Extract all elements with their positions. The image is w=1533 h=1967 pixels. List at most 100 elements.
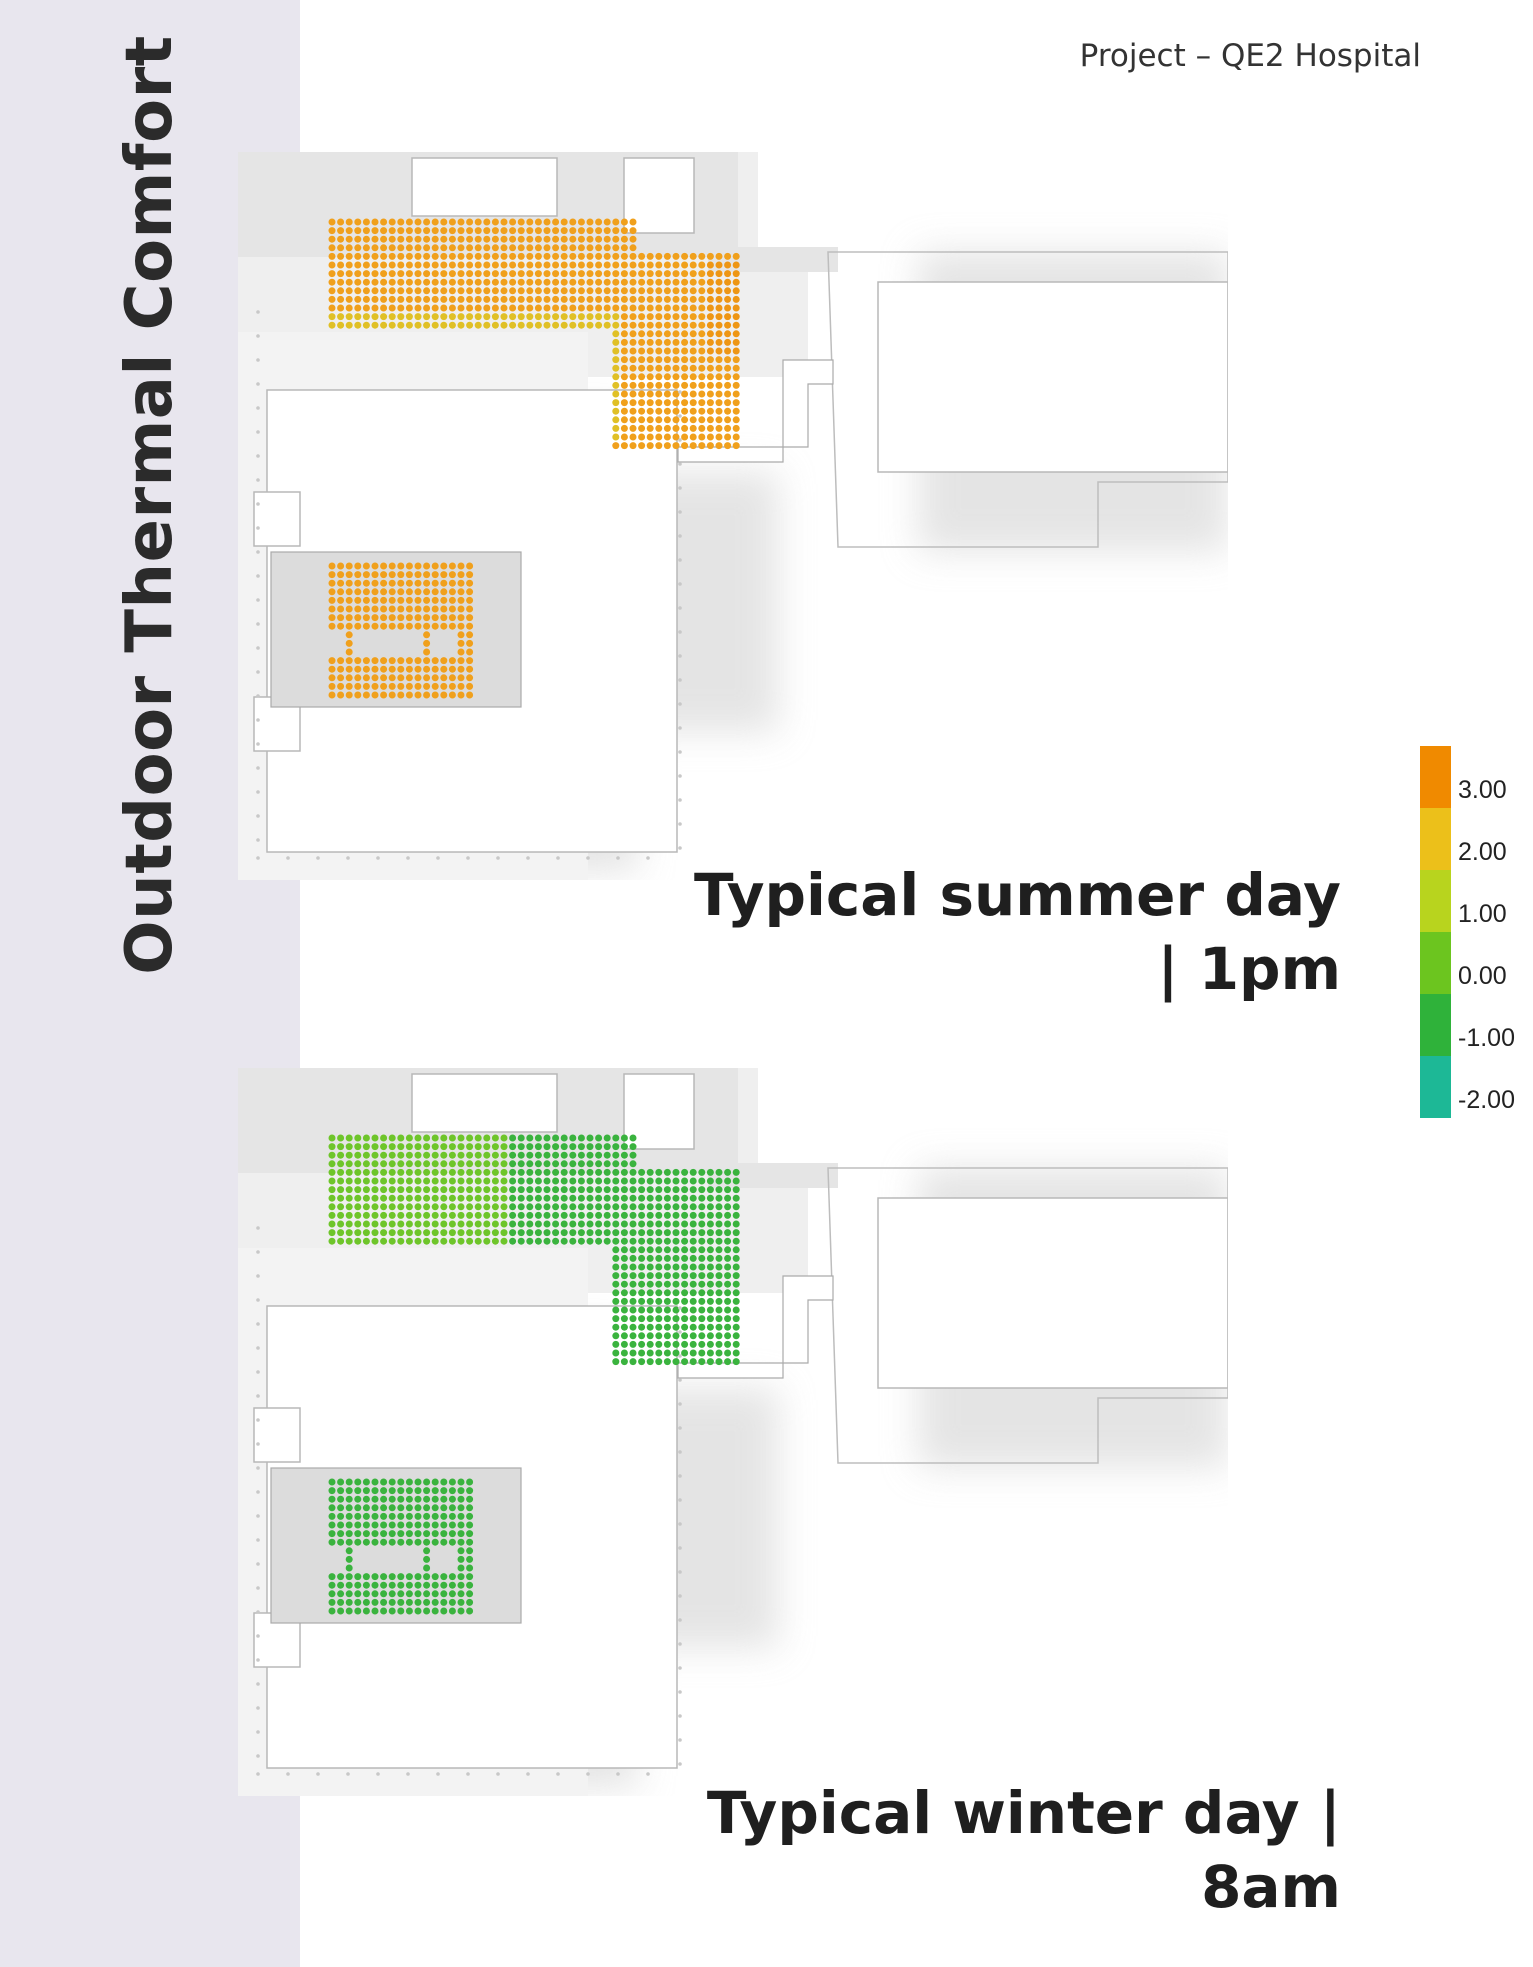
comfort-point xyxy=(543,295,551,303)
stair-core-1 xyxy=(253,1407,301,1463)
comfort-point xyxy=(457,631,465,639)
comfort-point xyxy=(509,270,517,278)
comfort-point xyxy=(423,1151,431,1159)
comfort-point xyxy=(698,321,706,329)
comfort-point xyxy=(612,270,620,278)
comfort-point xyxy=(371,1512,379,1520)
comfort-point xyxy=(706,1297,714,1305)
comfort-point xyxy=(457,235,465,243)
comfort-point xyxy=(457,1186,465,1194)
comfort-point xyxy=(388,1512,396,1520)
comfort-point xyxy=(560,218,568,226)
comfort-point xyxy=(397,304,405,312)
comfort-point xyxy=(448,682,456,690)
comfort-point xyxy=(517,1151,525,1159)
comfort-point xyxy=(698,1168,706,1176)
comfort-point xyxy=(457,244,465,252)
comfort-point xyxy=(466,614,474,622)
comfort-point xyxy=(681,364,689,372)
comfort-point xyxy=(715,304,723,312)
comfort-point xyxy=(629,1211,637,1219)
comfort-point xyxy=(474,1203,482,1211)
comfort-point xyxy=(646,1332,654,1340)
comfort-point xyxy=(414,1134,422,1142)
comfort-point xyxy=(646,1297,654,1305)
comfort-point xyxy=(397,1607,405,1615)
comfort-point xyxy=(397,1211,405,1219)
comfort-point xyxy=(681,1272,689,1280)
comfort-point xyxy=(577,218,585,226)
comfort-point xyxy=(672,390,680,398)
comfort-legend: 3.00 2.00 1.00 0.00 -1.00 -2.00 xyxy=(1420,746,1530,1118)
comfort-point xyxy=(500,1168,508,1176)
comfort-point xyxy=(681,1306,689,1314)
comfort-point xyxy=(681,1237,689,1245)
comfort-point xyxy=(646,321,654,329)
comfort-point xyxy=(698,1323,706,1331)
comfort-point xyxy=(440,657,448,665)
comfort-point xyxy=(629,1272,637,1280)
comfort-point xyxy=(380,1495,388,1503)
comfort-point xyxy=(552,321,560,329)
comfort-point xyxy=(345,1237,353,1245)
comfort-point xyxy=(620,1280,628,1288)
comfort-point xyxy=(629,244,637,252)
comfort-point xyxy=(354,1203,362,1211)
comfort-point xyxy=(345,691,353,699)
comfort-point xyxy=(337,588,345,596)
comfort-point xyxy=(715,347,723,355)
comfort-point xyxy=(732,364,740,372)
comfort-point xyxy=(328,1504,336,1512)
comfort-point xyxy=(577,295,585,303)
comfort-point xyxy=(448,304,456,312)
comfort-point xyxy=(423,244,431,252)
comfort-point xyxy=(466,1177,474,1185)
comfort-point xyxy=(414,691,422,699)
comfort-point xyxy=(698,1349,706,1357)
comfort-point xyxy=(612,1254,620,1262)
comfort-point xyxy=(448,1211,456,1219)
comfort-point xyxy=(466,1512,474,1520)
comfort-point xyxy=(629,399,637,407)
comfort-point xyxy=(466,571,474,579)
comfort-point xyxy=(681,1186,689,1194)
comfort-point xyxy=(371,1211,379,1219)
comfort-point xyxy=(388,1504,396,1512)
comfort-point xyxy=(629,433,637,441)
comfort-point xyxy=(715,381,723,389)
comfort-point xyxy=(474,1151,482,1159)
comfort-point xyxy=(586,1186,594,1194)
comfort-point xyxy=(620,218,628,226)
comfort-point xyxy=(672,304,680,312)
comfort-point xyxy=(534,270,542,278)
comfort-point xyxy=(706,1349,714,1357)
comfort-point xyxy=(388,1598,396,1606)
comfort-point xyxy=(715,1358,723,1366)
comfort-point xyxy=(526,1151,534,1159)
comfort-point xyxy=(431,1504,439,1512)
comfort-point xyxy=(681,1315,689,1323)
comfort-point xyxy=(380,1581,388,1589)
comfort-point xyxy=(672,356,680,364)
comfort-point xyxy=(448,1504,456,1512)
comfort-point xyxy=(672,416,680,424)
comfort-point xyxy=(483,278,491,286)
comfort-point xyxy=(328,218,336,226)
comfort-point xyxy=(715,407,723,415)
comfort-point xyxy=(388,1590,396,1598)
comfort-point xyxy=(457,295,465,303)
comfort-point xyxy=(448,614,456,622)
comfort-point xyxy=(371,614,379,622)
comfort-point xyxy=(423,571,431,579)
comfort-point xyxy=(397,1203,405,1211)
comfort-point xyxy=(483,1237,491,1245)
comfort-point xyxy=(354,1194,362,1202)
comfort-point xyxy=(603,287,611,295)
comfort-point xyxy=(543,1194,551,1202)
comfort-point xyxy=(431,1607,439,1615)
comfort-point xyxy=(474,1194,482,1202)
comfort-point xyxy=(577,304,585,312)
comfort-point xyxy=(448,218,456,226)
comfort-point xyxy=(466,1211,474,1219)
comfort-point xyxy=(509,1143,517,1151)
